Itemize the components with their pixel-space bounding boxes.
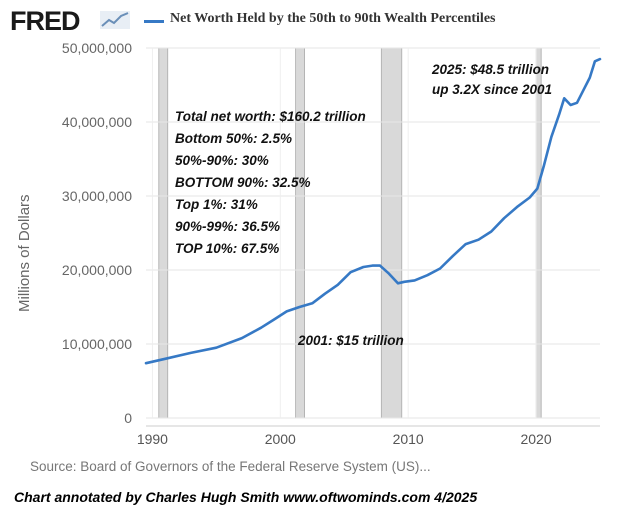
fred-chart-icon <box>100 11 130 29</box>
y-tick-label: 30,000,000 <box>62 188 132 204</box>
source-note[interactable]: Source: Board of Governors of the Federa… <box>30 459 431 474</box>
annotation-growth: up 3.2X since 2001 <box>432 82 553 97</box>
series-layer <box>144 57 602 365</box>
annotation-bottom-90: BOTTOM 90%: 32.5% <box>175 175 311 190</box>
recession-band-2 <box>380 47 403 419</box>
recession-band-1 <box>295 47 305 419</box>
recession-band-0 <box>158 47 169 419</box>
y-tick-label: 40,000,000 <box>62 114 132 130</box>
annotation-bottom-50: Bottom 50%: 2.5% <box>175 131 293 146</box>
x-tick-label: 1990 <box>137 431 168 447</box>
annotation-50-90: 50%-90%: 30% <box>175 153 269 168</box>
annotation-2001-value: 2001: $15 trillion <box>298 333 404 348</box>
annotation-90-99: 90%-99%: 36.5% <box>175 219 281 234</box>
x-tick-labels: 1990 2000 2010 2020 <box>137 431 552 447</box>
x-tick-label: 2000 <box>265 431 296 447</box>
annotation-credit: Chart annotated by Charles Hugh Smith ww… <box>14 489 478 505</box>
y-tick-label: 50,000,000 <box>62 40 132 56</box>
grid-lines <box>146 47 600 427</box>
annotation-top-1: Top 1%: 31% <box>175 197 258 212</box>
annotation-top-10: TOP 10%: 67.5% <box>175 241 280 256</box>
x-tick-label: 2020 <box>520 431 551 447</box>
annotation-2025-value: 2025: $48.5 trillion <box>432 62 550 77</box>
fred-logo[interactable]: FRED <box>10 6 80 36</box>
series-line <box>144 57 602 365</box>
legend-swatch <box>144 20 164 23</box>
annotation-total-net-worth: Total net worth: $160.2 trillion <box>175 109 366 124</box>
y-tick-label: 20,000,000 <box>62 262 132 278</box>
y-tick-label: 0 <box>124 410 132 426</box>
recession-band-3 <box>535 47 542 419</box>
y-tick-labels: 0 10,000,000 20,000,000 30,000,000 40,000,00… <box>62 40 132 426</box>
x-tick-label: 2010 <box>393 431 424 447</box>
y-tick-label: 10,000,000 <box>62 336 132 352</box>
legend-label[interactable]: Net Worth Held by the 50th to 90th Wealt… <box>170 11 496 26</box>
